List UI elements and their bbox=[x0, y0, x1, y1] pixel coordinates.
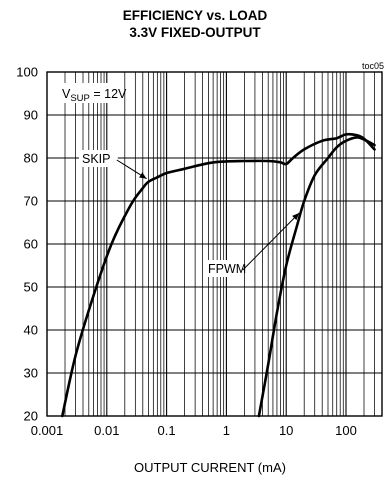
y-tick-label: 30 bbox=[24, 366, 38, 381]
leader-line bbox=[242, 212, 300, 271]
x-tick-label: 0.01 bbox=[94, 423, 119, 438]
series-label-fpwm: FPWM bbox=[208, 262, 246, 276]
series-fpwm-line bbox=[257, 136, 376, 418]
y-tick-label: 40 bbox=[24, 323, 38, 338]
series-skip-line bbox=[61, 132, 376, 418]
series-label-background bbox=[205, 260, 244, 277]
x-tick-label: 10 bbox=[279, 423, 293, 438]
leader-arrowhead bbox=[292, 213, 300, 221]
chart-title-line1: EFFICIENCY vs. LOAD bbox=[122, 8, 268, 23]
y-tick-label: 60 bbox=[24, 237, 38, 252]
x-axis-label: OUTPUT CURRENT (mA) bbox=[134, 460, 286, 475]
leader-arrowhead bbox=[139, 172, 147, 179]
y-tick-label: 70 bbox=[24, 194, 38, 209]
x-tick-label: 0.1 bbox=[158, 423, 176, 438]
supply-voltage-label: VSUP = 12V bbox=[62, 87, 127, 104]
series-label-skip: SKIP bbox=[82, 152, 111, 166]
figure-id: toc05 bbox=[362, 61, 384, 71]
chart-title-line2: 3.3V FIXED-OUTPUT bbox=[129, 25, 261, 40]
y-tick-label: 90 bbox=[24, 108, 38, 123]
x-tick-label: 100 bbox=[335, 423, 357, 438]
series-label-background bbox=[79, 150, 118, 167]
y-tick-label: 100 bbox=[16, 65, 38, 80]
x-tick-label: 1 bbox=[223, 423, 230, 438]
y-tick-label: 80 bbox=[24, 151, 38, 166]
y-tick-label: 50 bbox=[24, 280, 38, 295]
x-tick-label: 0.001 bbox=[31, 423, 64, 438]
condition-label-background bbox=[57, 83, 117, 103]
y-tick-label: 20 bbox=[24, 409, 38, 424]
